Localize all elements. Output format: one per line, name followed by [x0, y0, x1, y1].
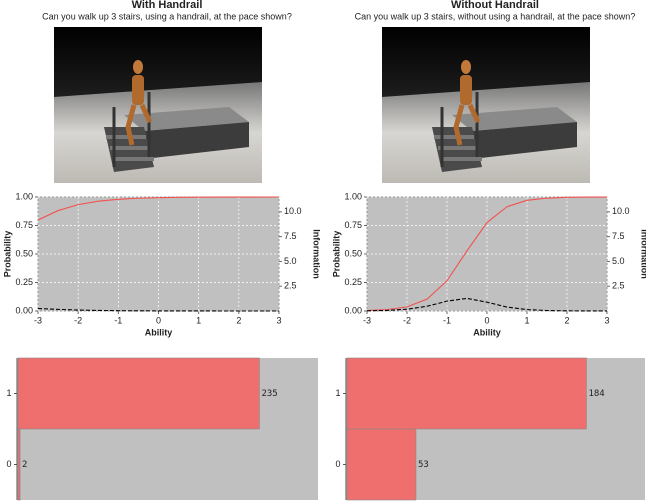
data-label: 184	[588, 389, 604, 399]
y-tick-label: 0.25	[15, 277, 33, 287]
stair-step	[114, 157, 154, 161]
stair-step	[434, 135, 474, 139]
photo	[54, 27, 262, 183]
y-tick-label: 0.25	[344, 277, 362, 287]
y2-tick-label: 10.0	[284, 206, 302, 216]
data-label: 53	[418, 460, 429, 470]
chart-title: Without Handrail	[451, 0, 539, 11]
x-tick-label: 0	[156, 315, 161, 325]
figure-leg	[139, 103, 153, 124]
x-tick-label: -3	[363, 315, 371, 325]
y-tick-label: 0.75	[15, 220, 33, 230]
y-axis-label: Probability	[2, 231, 12, 278]
bar	[346, 357, 587, 430]
y-tick-label: 0.50	[344, 248, 362, 258]
series-line	[37, 196, 280, 221]
x-tick-label: 3	[604, 315, 609, 325]
figure-legs	[125, 104, 137, 146]
x-tick-label: -1	[114, 315, 122, 325]
figure-body	[132, 75, 144, 105]
figure-legs	[453, 104, 465, 146]
y2-tick-label: 5.0	[284, 256, 297, 266]
y-tick-label: 0.00	[344, 305, 362, 315]
bar	[346, 428, 417, 501]
stair-step	[110, 146, 150, 150]
platform-side	[144, 122, 249, 159]
x-tick-label: -2	[403, 315, 411, 325]
y2-tick-label: 7.5	[284, 231, 297, 241]
x-tick-label: 2	[564, 315, 569, 325]
stair-step	[106, 135, 146, 139]
y-tick-label: 0	[335, 459, 340, 469]
y-tick-label: 0.75	[344, 220, 362, 230]
figure-head	[133, 60, 143, 74]
figure-body	[460, 75, 472, 105]
x-tick-label: 3	[276, 315, 281, 325]
platform-top	[452, 107, 577, 131]
x-tick-label: -3	[34, 315, 42, 325]
x-axis-label: Ability	[473, 327, 501, 337]
series-line	[366, 196, 608, 312]
stair-step	[438, 146, 478, 150]
photo	[382, 27, 590, 183]
y-tick-label: 0.00	[15, 305, 33, 315]
y2-axis-label: Information	[312, 229, 322, 279]
y2-tick-label: 2.5	[284, 281, 297, 291]
y2-tick-label: 2.5	[612, 281, 625, 291]
y2-tick-label: 10.0	[612, 206, 630, 216]
series-line	[366, 297, 608, 312]
data-label: 2	[22, 460, 27, 470]
y-tick-label: 0	[6, 459, 11, 469]
y-tick-label: 1.00	[344, 191, 362, 201]
chart-title: With Handrail	[132, 0, 203, 11]
data-label: 235	[261, 389, 277, 399]
y-tick-label: 1	[335, 388, 340, 398]
platform-side	[472, 122, 577, 159]
stair-step	[442, 157, 482, 161]
series-line	[37, 307, 279, 312]
platform-top	[124, 107, 249, 131]
x-tick-label: 2	[236, 315, 241, 325]
chart-subtitle: Can you walk up 3 stairs, using a handra…	[42, 11, 292, 21]
x-axis-label: Ability	[145, 327, 173, 337]
y2-tick-label: 5.0	[612, 256, 625, 266]
bar	[17, 357, 260, 430]
figure-leg	[467, 103, 481, 124]
y-tick-label: 1.00	[15, 191, 33, 201]
x-tick-label: 1	[524, 315, 529, 325]
bar	[17, 428, 21, 501]
x-tick-label: -1	[443, 315, 451, 325]
x-tick-label: 1	[196, 315, 201, 325]
figure-head	[461, 60, 471, 74]
y-tick-label: 1	[6, 388, 11, 398]
x-tick-label: -2	[74, 315, 82, 325]
y-axis-label: Probability	[331, 231, 341, 278]
y2-tick-label: 7.5	[612, 231, 625, 241]
y-tick-label: 0.50	[15, 248, 33, 258]
chart-subtitle: Can you walk up 3 stairs, without using …	[355, 11, 636, 21]
y2-axis-label: Information	[640, 229, 646, 279]
x-tick-label: 0	[484, 315, 489, 325]
